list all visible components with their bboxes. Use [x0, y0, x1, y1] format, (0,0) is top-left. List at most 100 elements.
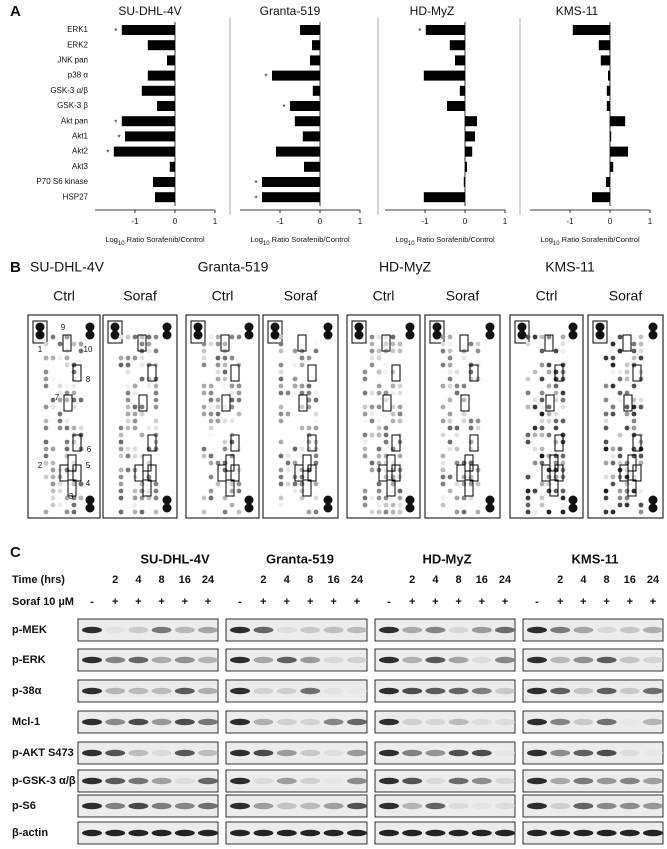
x-axis-label-part: 10	[263, 241, 270, 247]
antibody-spot	[447, 355, 453, 361]
protein-label: p-GSK-3 α/β	[12, 775, 76, 787]
reference-spot	[354, 322, 364, 332]
antibody-spot	[447, 369, 453, 375]
antibody-spot	[369, 495, 375, 501]
blot-band	[448, 656, 469, 664]
bar	[423, 70, 465, 81]
blot-band	[402, 656, 423, 664]
blot-band	[425, 626, 446, 634]
category-label: GSK-3 β	[57, 101, 88, 110]
x-axis-label-part: Log	[250, 235, 263, 244]
spot-box	[72, 434, 82, 452]
antibody-spot	[468, 474, 474, 480]
antibody-spot	[71, 369, 77, 375]
blot-band	[573, 626, 594, 634]
antibody-spot	[118, 509, 124, 515]
antibody-spot	[43, 404, 49, 410]
antibody-spot	[118, 439, 124, 445]
antibody-spot	[447, 334, 453, 340]
bar	[598, 40, 610, 51]
antibody-spot	[447, 474, 453, 480]
bar	[147, 70, 175, 81]
blot-band	[619, 802, 640, 810]
treatment-sign: +	[260, 596, 266, 608]
antibody-spot	[553, 397, 559, 403]
reference-spot	[485, 330, 495, 340]
time-label: 24	[499, 574, 512, 586]
blot-band	[151, 718, 172, 726]
antibody-spot	[208, 495, 214, 501]
antibody-spot	[118, 334, 124, 340]
antibody-spot	[560, 509, 566, 515]
antibody-spot	[631, 418, 637, 424]
antibody-spot	[71, 509, 77, 515]
antibody-spot	[468, 495, 474, 501]
antibody-spot	[125, 397, 131, 403]
antibody-spot	[532, 509, 538, 515]
antibody-spot	[229, 488, 235, 494]
blot-band	[198, 802, 218, 810]
blot-band	[495, 749, 515, 757]
cell-line-name: HD-MyZ	[422, 551, 471, 566]
antibody-spot	[43, 383, 49, 389]
antibody-spot	[447, 418, 453, 424]
antibody-spot	[118, 495, 124, 501]
antibody-spot	[125, 418, 131, 424]
blot-band	[276, 829, 297, 837]
antibody-spot	[201, 348, 207, 354]
antibody-spot	[64, 425, 70, 431]
bar	[141, 85, 175, 96]
bar	[465, 146, 473, 157]
antibody-spot	[215, 376, 221, 382]
antibody-spot	[362, 376, 368, 382]
antibody-spot	[208, 390, 214, 396]
antibody-spot	[624, 488, 630, 494]
spot-box	[627, 479, 637, 497]
antibody-spot	[369, 460, 375, 466]
antibody-spot	[118, 474, 124, 480]
antibody-spot	[313, 411, 319, 417]
antibody-spot	[208, 404, 214, 410]
antibody-spot	[132, 411, 138, 417]
reference-spot	[35, 330, 45, 340]
reference-spot	[405, 503, 415, 513]
antibody-spot	[132, 509, 138, 515]
blot-band	[128, 626, 149, 634]
blot-band	[643, 749, 663, 757]
bar	[155, 192, 175, 203]
treatment-sign: +	[479, 596, 485, 608]
blot-band	[402, 829, 423, 837]
x-tick-label: -1	[421, 217, 429, 226]
reference-spot	[244, 503, 254, 513]
antibody-spot	[285, 481, 291, 487]
antibody-spot	[638, 502, 644, 508]
antibody-spot	[553, 418, 559, 424]
antibody-spot	[208, 488, 214, 494]
condition-label: Ctrl	[373, 288, 395, 304]
antibody-spot	[617, 453, 623, 459]
bar	[606, 85, 610, 96]
antibody-spot	[78, 397, 84, 403]
antibody-spot	[299, 355, 305, 361]
antibody-spot	[525, 509, 531, 515]
antibody-spot	[125, 453, 131, 459]
x-tick-label: -1	[131, 217, 139, 226]
antibody-spot	[610, 460, 616, 466]
antibody-spot	[278, 418, 284, 424]
blot-band	[276, 626, 297, 634]
antibody-spot	[299, 425, 305, 431]
bar	[121, 116, 175, 127]
antibody-spot	[525, 390, 531, 396]
antibody-spot	[560, 348, 566, 354]
blot-band	[300, 777, 321, 785]
antibody-spot	[603, 425, 609, 431]
antibody-spot	[603, 383, 609, 389]
antibody-spot	[553, 369, 559, 375]
antibody-spot	[222, 439, 228, 445]
blot-band	[471, 718, 492, 726]
antibody-spot	[546, 362, 552, 368]
antibody-spot	[383, 341, 389, 347]
x-axis-label-part: 10	[118, 241, 125, 247]
antibody-spot	[125, 446, 131, 452]
bar	[463, 177, 465, 187]
